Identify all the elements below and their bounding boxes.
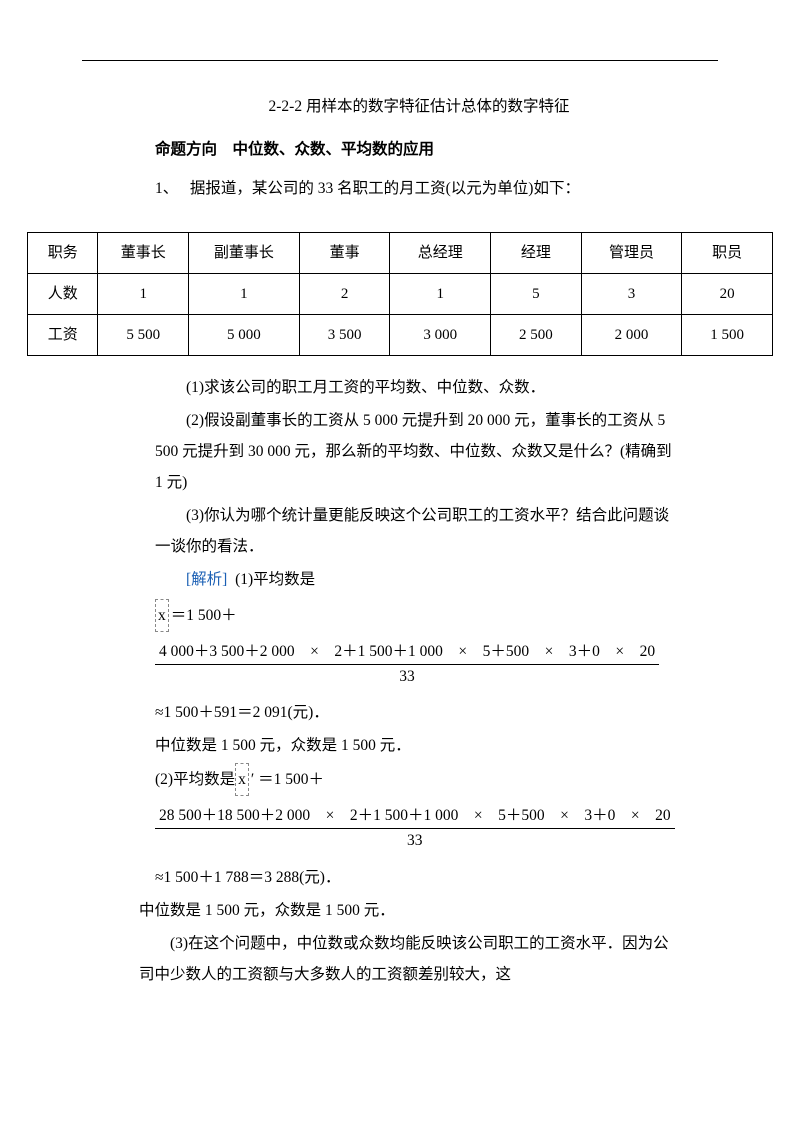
fraction-1: 4 000＋3 500＋2 000 × 2＋1 500＋1 000 × 5＋50… (155, 642, 659, 687)
frac1-line: 4 000＋3 500＋2 000 × 2＋1 500＋1 000 × 5＋50… (155, 636, 683, 693)
fraction-2: 28 500＋18 500＋2 000 × 2＋1 500＋1 000 × 5＋… (155, 806, 675, 851)
sol-2a-suffix: ＝1 500＋ (258, 771, 324, 788)
para-q1-3: (3)你认为哪个统计量更能反映这个公司职工的工资水平？结合此问题谈一谈你的看法． (155, 500, 683, 562)
table-cell: 人数 (28, 274, 98, 315)
q1-text: 据报道，某公司的 33 名职工的月工资(以元为单位)如下： (190, 180, 580, 197)
para-q1-2: (2)假设副董事长的工资从 5 000 元提升到 20 000 元，董事长的工资… (155, 405, 683, 498)
table-count-row: 人数11215320 (28, 274, 773, 315)
solution-label: [解析] (186, 571, 227, 588)
body-area-2: 中位数是 1 500 元，众数是 1 500 元． (3)在这个问题中，中位数或… (27, 895, 773, 990)
table-cell: 管理员 (581, 233, 682, 274)
table-cell: 职务 (28, 233, 98, 274)
section-subtitle: 命题方向 中位数、众数、平均数的应用 (155, 134, 683, 165)
table-cell: 1 (390, 274, 491, 315)
table-cell: 3 (581, 274, 682, 315)
sol-1-text: (1)平均数是 (235, 571, 315, 588)
table-cell: 副董事长 (189, 233, 300, 274)
table-cell: 1 (189, 274, 300, 315)
para-q1-1: (1)求该公司的职工月工资的平均数、中位数、众数． (155, 372, 683, 403)
sol-1c: 中位数是 1 500 元，众数是 1 500 元． (155, 730, 683, 761)
table-cell: 工资 (28, 315, 98, 356)
frac2-num: 28 500＋18 500＋2 000 × 2＋1 500＋1 000 × 5＋… (155, 806, 675, 829)
eq1-prefix: ＝1 500＋ (171, 607, 237, 624)
table-cell: 总经理 (390, 233, 491, 274)
table-cell: 董事 (299, 233, 390, 274)
question-1: 1、 据报道，某公司的 33 名职工的月工资(以元为单位)如下： (155, 173, 683, 204)
table-cell: 职员 (682, 233, 773, 274)
table-cell: 20 (682, 274, 773, 315)
table-cell: 董事长 (98, 233, 189, 274)
frac1-den: 33 (399, 665, 415, 687)
table-cell: 3 500 (299, 315, 390, 356)
body-area: (1)求该公司的职工月工资的平均数、中位数、众数． (2)假设副董事长的工资从 … (27, 372, 773, 893)
sol-2a: (2)平均数是x′ ＝1 500＋ (155, 763, 683, 796)
sol-3: (3)在这个问题中，中位数或众数均能反映该公司职工的工资水平．因为公司中少数人的… (139, 928, 683, 990)
sol-2c: 中位数是 1 500 元，众数是 1 500 元． (139, 895, 683, 926)
content-area: 2-2-2 用样本的数字特征估计总体的数字特征 命题方向 中位数、众数、平均数的… (27, 91, 773, 204)
table-cell: 5 500 (98, 315, 189, 356)
xbar-prime-icon: x (235, 763, 249, 796)
table-cell: 2 500 (491, 315, 582, 356)
prime-mark: ′ (251, 771, 254, 788)
table-cell: 5 000 (189, 315, 300, 356)
sol-2b: ≈1 500＋1 788＝3 288(元)． (155, 862, 683, 893)
sol-1b: ≈1 500＋591＝2 091(元)． (155, 697, 683, 728)
table-cell: 经理 (491, 233, 582, 274)
frac2-den: 33 (407, 829, 423, 851)
q1-label: 1、 (155, 180, 178, 197)
table-wage-row: 工资5 5005 0003 5003 0002 5002 0001 500 (28, 315, 773, 356)
table-cell: 5 (491, 274, 582, 315)
table-cell: 3 000 (390, 315, 491, 356)
table-cell: 2 (299, 274, 390, 315)
page-title: 2-2-2 用样本的数字特征估计总体的数字特征 (155, 91, 683, 122)
frac2-line: 28 500＋18 500＋2 000 × 2＋1 500＋1 000 × 5＋… (155, 800, 683, 857)
table-cell: 1 (98, 274, 189, 315)
solution-start: [解析] (1)平均数是 (155, 564, 683, 595)
frac1-num: 4 000＋3 500＋2 000 × 2＋1 500＋1 000 × 5＋50… (155, 642, 659, 665)
eq1-line: x＝1 500＋ (155, 599, 683, 632)
top-rule (82, 60, 718, 61)
sol-2a-prefix: (2)平均数是 (155, 771, 235, 788)
table-header-row: 职务董事长副董事长董事总经理经理管理员职员 (28, 233, 773, 274)
salary-table: 职务董事长副董事长董事总经理经理管理员职员 人数11215320 工资5 500… (27, 232, 773, 356)
xbar-icon: x (155, 599, 169, 632)
table-cell: 2 000 (581, 315, 682, 356)
table-cell: 1 500 (682, 315, 773, 356)
